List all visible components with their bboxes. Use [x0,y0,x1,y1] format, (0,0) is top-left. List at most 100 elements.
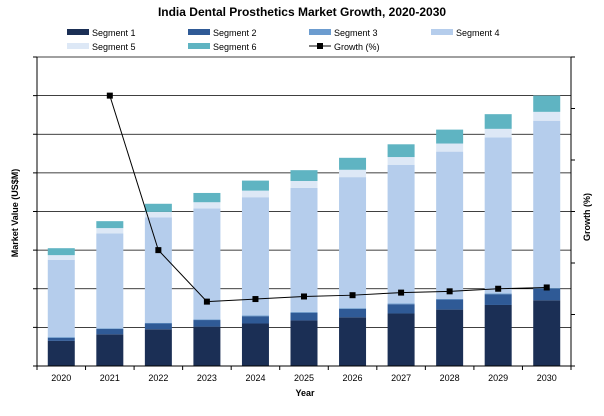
bar-segment [387,304,415,314]
chart-title: India Dental Prosthetics Market Growth, … [158,5,446,19]
legend-swatch [67,29,89,35]
bars [47,95,561,366]
bar-segment [484,114,512,129]
legend-label: Segment 2 [213,28,257,38]
bar-segment [339,177,367,309]
bar-segment [436,298,464,300]
legend-label: Segment 4 [456,28,500,38]
bar-segment [241,323,269,366]
bar-segment [193,192,221,203]
growth-point [106,92,113,99]
bar-segment [484,128,512,138]
growth-point [398,289,405,296]
bar-segment [339,308,367,318]
x-tick-label: 2029 [488,373,508,383]
bar-segment [193,202,221,209]
bar-segment [47,248,75,256]
bar-segment [241,315,269,317]
legend-swatch [309,29,331,35]
growth-point [301,293,307,300]
bar-segment [290,187,318,312]
bar-segment [241,180,269,191]
bar-segment [144,203,172,212]
bar-segment [387,313,415,366]
bar-segment [47,337,75,338]
bar-segment [436,309,464,366]
bar-segment [96,221,124,229]
axes: 2020 2021 2022 2023 2024 2025 2026 2027 2028 2029… [33,56,575,383]
growth-point [349,292,356,299]
x-tick-label: 2024 [245,373,265,383]
bar-segment [241,190,269,198]
growth-point [203,298,210,305]
growth-point [543,284,550,291]
growth-point [155,247,162,254]
x-axis-title: Year [295,388,315,398]
bar-segment [144,217,172,323]
legend-swatch [188,29,210,35]
legend: Segment 1 Segment 2 Segment 3 Segment 4 Segm… [67,28,500,52]
bar-segment [290,311,318,313]
legend-label: Segment 5 [92,42,136,52]
bar-segment [47,259,75,338]
bar-segment [144,323,172,330]
bar-segment [436,299,464,310]
legend-swatch [431,29,453,35]
growth-line-path [109,95,547,303]
bar-segment [484,304,512,366]
growth-point [495,285,502,292]
legend-marker [317,43,323,49]
x-tick-label: 2026 [343,373,363,383]
bar-segment [484,137,512,294]
bar-segment [533,120,561,288]
legend-label: Segment 1 [92,28,136,38]
bar-segment [290,312,318,321]
y-axis-title: Market Value (US$M) [10,169,20,258]
bar-segment [193,320,221,327]
bar-segment [241,316,269,324]
bar-segment [436,151,464,299]
x-tick-label: 2030 [537,373,557,383]
bar-segment [144,322,172,324]
bar-segment [144,211,172,218]
bar-segment [533,111,561,121]
bar-segment [436,143,464,152]
bar-segment [339,157,367,170]
bar-segment [533,288,561,301]
bar-segment [96,328,124,335]
bar-segment [241,197,269,316]
x-tick-label: 2022 [148,373,168,383]
bar-segment [193,326,221,366]
bar-segment [339,169,367,178]
bar-segment [290,320,318,366]
bar-segment [533,95,561,112]
y2-axis-title: Growth (%) [582,193,592,241]
bar-segment [290,170,318,181]
growth-line [106,92,550,305]
bar-segment [533,300,561,366]
bar-segment [47,337,75,341]
x-tick-label: 2028 [440,373,460,383]
bar-segment [96,328,124,329]
x-tick-label: 2027 [391,373,411,383]
bar-segment [96,228,124,234]
legend-swatch [188,43,210,49]
bar-segment [96,233,124,329]
bar-segment [290,180,318,188]
x-tick-label: 2023 [197,373,217,383]
growth-point [252,296,259,303]
bar-segment [339,308,367,309]
legend-label: Segment 6 [213,42,257,52]
legend-label: Segment 3 [334,28,378,38]
x-tick-label: 2021 [100,373,120,383]
bar-segment [484,294,512,305]
legend-label: Growth (%) [334,42,380,52]
bar-segment [193,319,221,321]
bar-segment [47,255,75,260]
bar-segment [484,293,512,295]
bar-segment [47,340,75,366]
bar-segment [339,317,367,366]
growth-point [446,288,453,295]
